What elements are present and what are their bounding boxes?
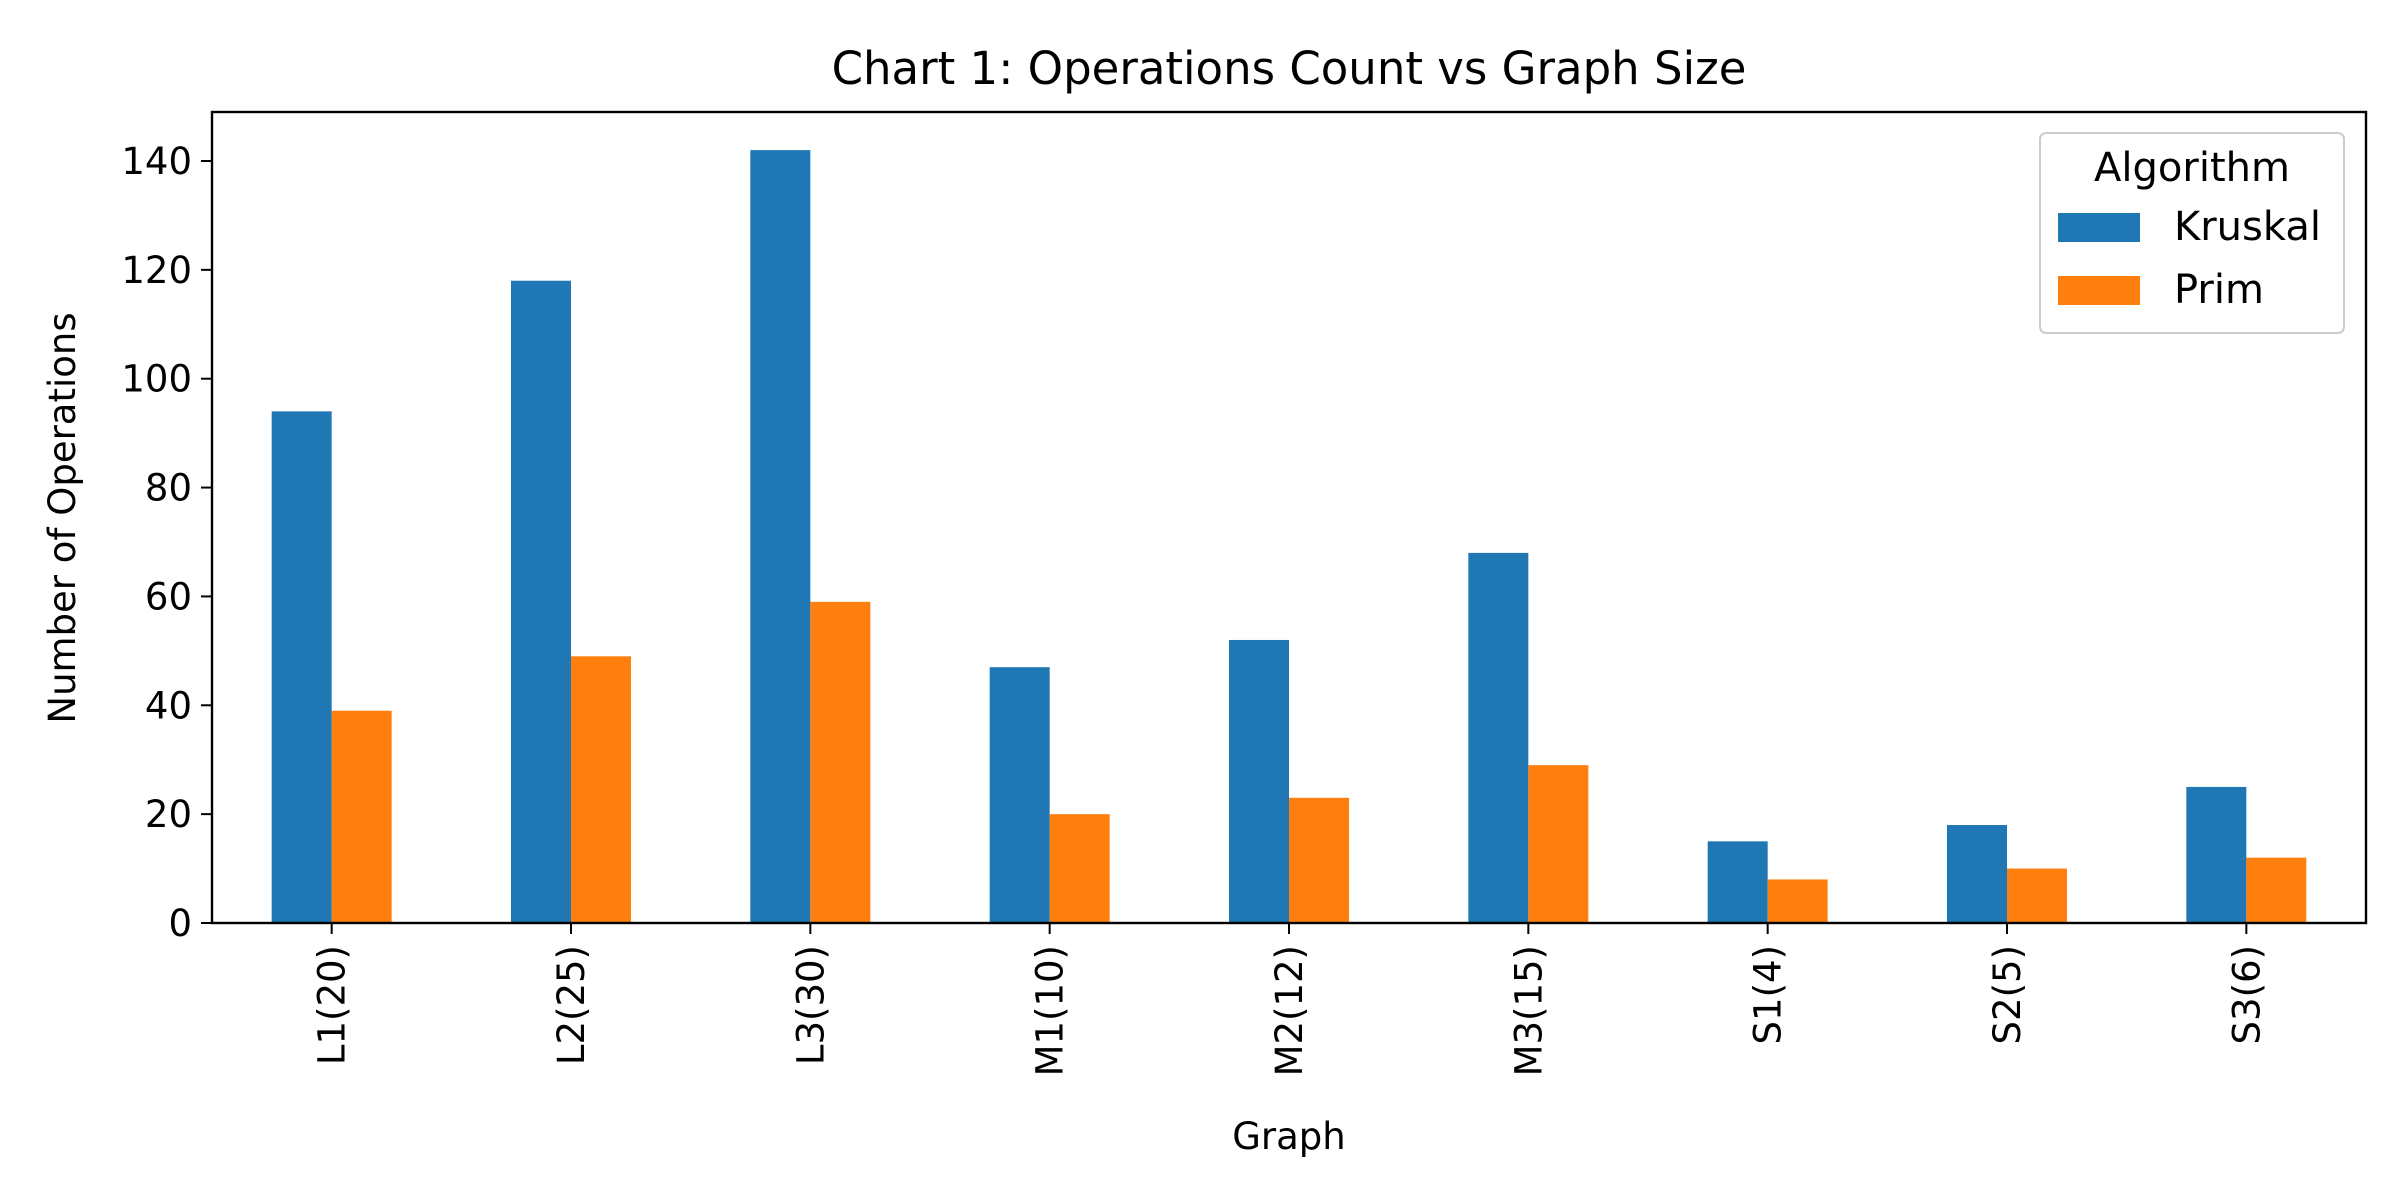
legend-swatch-kruskal [2058, 213, 2140, 242]
plot-area: 0 20 40 60 80 100 120 140 L1(20) L2(25) L3(30) M1(1… [121, 110, 2368, 1076]
y-tick-label-0: 0 [168, 902, 192, 945]
y-tick-label-6: 120 [121, 249, 192, 292]
x-axis-label: Graph [1232, 1115, 1346, 1158]
y-tick-label-1: 20 [145, 793, 192, 836]
bar-kruskal-0 [271, 411, 332, 923]
bar-prim-0 [331, 710, 392, 923]
y-tick-label-7: 140 [121, 140, 192, 183]
bar-kruskal-2 [750, 150, 811, 923]
bar-prim-8 [2246, 857, 2307, 923]
legend-title: Algorithm [2094, 145, 2290, 191]
x-tick-label-4: M2(12) [1268, 945, 1311, 1076]
x-tick-label-7: S2(5) [1986, 945, 2029, 1044]
bar-kruskal-3 [989, 667, 1050, 923]
bar-prim-2 [810, 601, 871, 923]
y-tick-label-5: 100 [121, 358, 192, 401]
x-tick-label-2: L3(30) [789, 945, 832, 1065]
x-tick-label-0: L1(20) [311, 945, 354, 1065]
y-tick-label-2: 40 [145, 684, 192, 727]
legend: Algorithm Kruskal Prim [2039, 132, 2345, 334]
legend-swatch-prim [2058, 276, 2140, 305]
bar-prim-5 [1528, 765, 1589, 923]
bar-kruskal-4 [1229, 639, 1289, 923]
x-tick-label-6: S1(4) [1747, 945, 1790, 1044]
legend-label-kruskal: Kruskal [2174, 204, 2321, 250]
series-kruskal [271, 150, 2247, 923]
y-axis-label: Number of Operations [41, 312, 84, 723]
x-tick-label-5: M3(15) [1507, 945, 1550, 1076]
legend-label-prim: Prim [2174, 267, 2264, 313]
series-prim [331, 601, 2307, 923]
bar-prim-4 [1289, 797, 1349, 923]
chart-title: Chart 1: Operations Count vs Graph Size [832, 42, 1747, 95]
bar-kruskal-6 [1707, 841, 1768, 923]
x-tick-label-1: L2(25) [550, 945, 593, 1065]
bar-prim-1 [571, 656, 631, 923]
bar-prim-7 [2007, 868, 2067, 923]
bar-kruskal-1 [511, 280, 571, 923]
x-tick-label-8: S3(6) [2225, 945, 2268, 1044]
y-tick-label-3: 60 [145, 575, 192, 618]
y-tick-label-4: 80 [145, 467, 192, 510]
bar-kruskal-8 [2186, 786, 2247, 923]
bar-kruskal-5 [1468, 552, 1529, 923]
bar-kruskal-7 [1947, 825, 2007, 923]
bar-prim-6 [1767, 879, 1828, 923]
x-tick-label-3: M1(10) [1029, 945, 1072, 1076]
bar-prim-3 [1049, 814, 1110, 923]
